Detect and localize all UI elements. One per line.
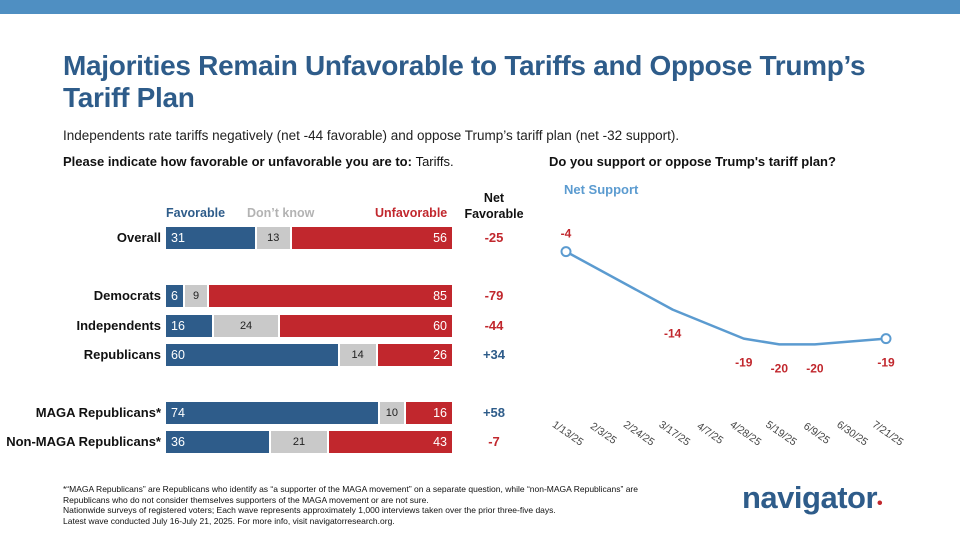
row-label-democrats: Democrats bbox=[93, 288, 161, 303]
net-value-independents: -44 bbox=[484, 318, 504, 333]
bar-unfavorable-maga-republicans: 16 bbox=[406, 402, 452, 424]
line-legend-net-support: Net Support bbox=[564, 182, 639, 197]
x-tick-label: 6/30/25 bbox=[834, 419, 870, 449]
line-data-label: -20 bbox=[771, 361, 789, 375]
bar-dont-know-democrats: 9 bbox=[185, 285, 207, 307]
page-subtitle: Independents rate tariffs negatively (ne… bbox=[63, 128, 680, 143]
bar-unfavorable-non-maga-republicans: 43 bbox=[329, 431, 452, 453]
footer-line: Republicans who do not consider themselv… bbox=[63, 494, 429, 505]
net-value-overall: -25 bbox=[484, 230, 504, 245]
row-label-maga-republicans: MAGA Republicans* bbox=[35, 405, 161, 420]
page-title: Majorities Remain Unfavorable to Tariffs… bbox=[63, 50, 866, 113]
net-value-maga-republicans: +58 bbox=[482, 405, 506, 420]
legend-unfavorable: Unfavorable bbox=[375, 206, 448, 220]
line-point-marker bbox=[560, 246, 572, 258]
x-tick-label: 4/7/25 bbox=[695, 420, 726, 447]
bar-dont-know-republicans: 14 bbox=[339, 344, 376, 366]
net-support-line bbox=[565, 250, 887, 346]
x-tick-label: 6/9/25 bbox=[801, 420, 832, 447]
row-label-republicans: Republicans bbox=[83, 347, 161, 362]
bar-unfavorable-republicans: 26 bbox=[377, 344, 452, 366]
left-question-text: Please indicate how favorable or unfavor… bbox=[63, 154, 412, 169]
footer-notes: *“MAGA Republicans” are Republicans who … bbox=[63, 484, 703, 526]
footer-line: *“MAGA Republicans” are Republicans who … bbox=[63, 484, 638, 494]
x-tick-label: 5/19/25 bbox=[763, 419, 799, 449]
net-value-non-maga-republicans: -7 bbox=[488, 434, 500, 449]
x-tick-label: 1/13/25 bbox=[550, 419, 586, 449]
bar-dont-know-maga-republicans: 10 bbox=[379, 402, 405, 424]
right-question: Do you support or oppose Trump's tariff … bbox=[549, 154, 836, 169]
bar-dont-know-non-maga-republicans: 21 bbox=[270, 431, 327, 453]
x-tick-label: 2/3/25 bbox=[588, 420, 619, 447]
line-data-label: -20 bbox=[806, 361, 824, 375]
footer-line: Nationwide surveys of registered voters;… bbox=[63, 505, 556, 515]
x-tick-label: 7/21/25 bbox=[870, 419, 906, 449]
net-favorable-header: Net Favorable bbox=[458, 190, 530, 222]
line-data-label: -19 bbox=[877, 356, 895, 370]
x-tick-label: 4/28/25 bbox=[728, 419, 764, 449]
bar-unfavorable-independents: 60 bbox=[280, 315, 452, 337]
bar-favorable-independents: 16 bbox=[166, 315, 212, 337]
bar-favorable-non-maga-republicans: 36 bbox=[166, 431, 269, 453]
footer-line: Latest wave conducted July 16-July 21, 2… bbox=[63, 515, 395, 526]
bar-favorable-republicans: 60 bbox=[166, 344, 338, 366]
line-data-label: -14 bbox=[664, 327, 682, 341]
row-label-overall: Overall bbox=[116, 230, 161, 245]
top-accent-bar bbox=[0, 0, 960, 14]
bar-dont-know-overall: 13 bbox=[256, 227, 290, 249]
bar-favorable-democrats: 6 bbox=[166, 285, 184, 307]
net-value-democrats: -79 bbox=[484, 288, 504, 303]
logo-dot: • bbox=[877, 495, 883, 512]
net-support-line-chart: Net Support -4 -14 -19 -20 -20 -19 1/13/25 2/3/2… bbox=[550, 182, 906, 449]
bar-favorable-overall: 31 bbox=[166, 227, 255, 249]
left-question: Please indicate how favorable or unfavor… bbox=[63, 154, 454, 169]
net-header-line2: Favorable bbox=[464, 207, 524, 221]
bar-favorable-maga-republicans: 74 bbox=[166, 402, 378, 424]
navigator-logo: navigator• bbox=[742, 480, 883, 516]
row-label-non-maga-republicans: Non-MAGA Republicans* bbox=[6, 434, 161, 449]
bar-unfavorable-democrats: 85 bbox=[208, 285, 452, 307]
net-header-line1: Net bbox=[483, 191, 505, 205]
legend-favorable: Favorable bbox=[166, 206, 226, 220]
line-point-marker bbox=[880, 333, 892, 345]
net-value-republicans: +34 bbox=[482, 347, 506, 362]
line-data-label: -19 bbox=[735, 356, 753, 370]
legend-dont-know: Don’t know bbox=[247, 206, 315, 220]
logo-text: navigator bbox=[742, 480, 878, 515]
bar-unfavorable-overall: 56 bbox=[291, 227, 452, 249]
line-data-label: -4 bbox=[561, 227, 572, 241]
left-question-topic: Tariffs. bbox=[415, 154, 454, 169]
x-tick-label: 3/17/25 bbox=[657, 419, 693, 449]
x-tick-label: 2/24/25 bbox=[621, 419, 657, 449]
row-label-independents: Independents bbox=[76, 318, 161, 333]
bar-dont-know-independents: 24 bbox=[213, 315, 279, 337]
